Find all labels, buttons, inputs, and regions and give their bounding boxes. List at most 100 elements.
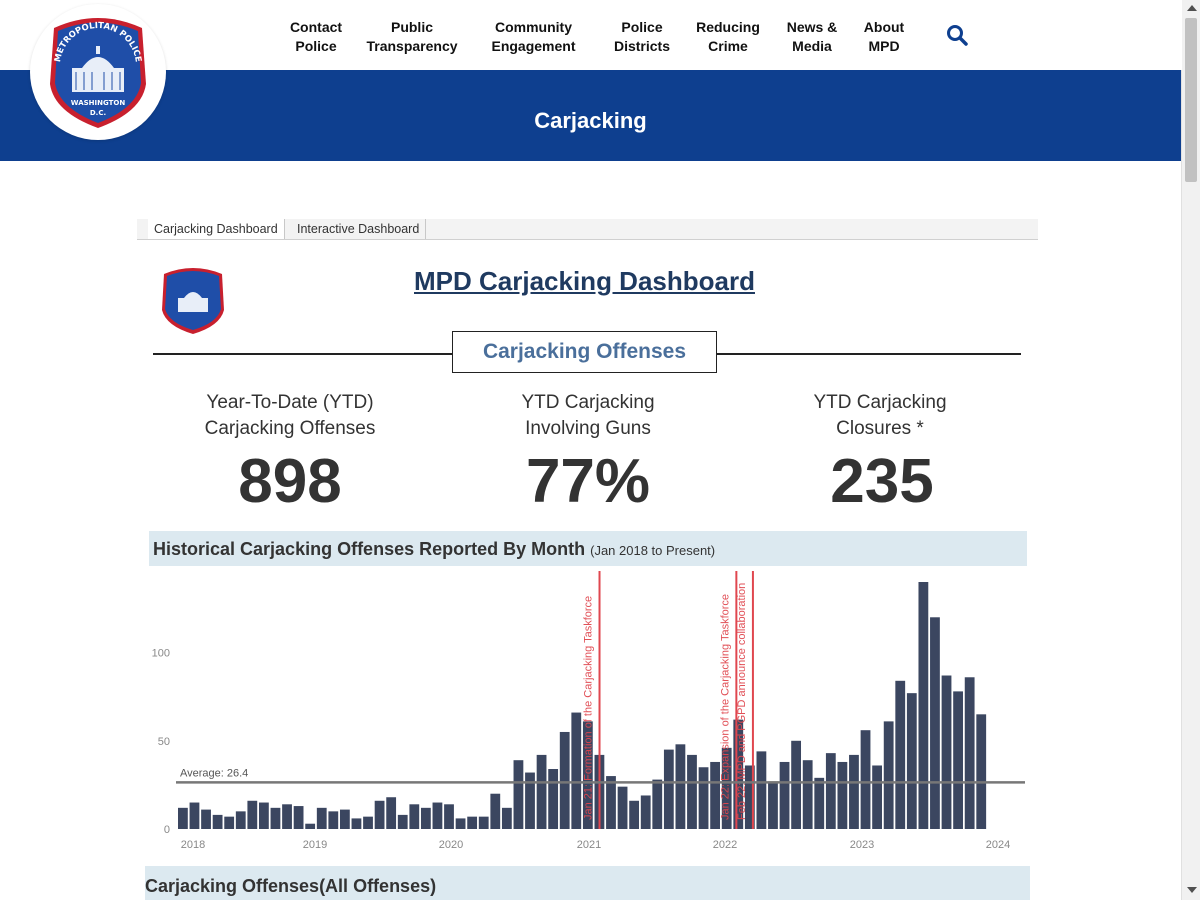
kpi-label-guns: YTD Carjacking Involving Guns xyxy=(521,392,655,439)
bar xyxy=(374,800,385,829)
bar xyxy=(212,814,223,829)
bar xyxy=(721,747,732,829)
bar xyxy=(178,807,188,829)
bar xyxy=(582,721,593,829)
bar xyxy=(339,809,350,829)
bar xyxy=(791,740,802,829)
nav-police-districts[interactable]: Police Districts xyxy=(613,19,671,54)
bar xyxy=(305,823,316,829)
nav-community-engagement[interactable]: Community Engagement xyxy=(491,19,576,54)
nav-news-media[interactable]: News & Media xyxy=(786,19,838,54)
chart-subtitle: (Jan 2018 to Present) xyxy=(590,543,716,558)
nav-about-mpd[interactable]: About MPD xyxy=(863,19,905,54)
search-icon[interactable] xyxy=(946,24,968,46)
bar xyxy=(386,797,397,829)
mpd-small-logo-icon xyxy=(162,268,224,334)
y-tick-label: 100 xyxy=(152,648,170,660)
site-header: Contact Police Public Transparency Commu… xyxy=(0,0,1182,70)
x-tick-label: 2019 xyxy=(303,839,327,851)
bar xyxy=(849,754,859,829)
y-tick-label: 0 xyxy=(164,824,170,836)
kpi-label-closures: YTD Carjacking Closures * xyxy=(813,392,947,439)
kpi-value-ytd-offenses: 898 xyxy=(238,447,342,516)
bar xyxy=(837,761,848,829)
bar xyxy=(282,804,292,829)
nav-public-transparency[interactable]: Public Transparency xyxy=(366,19,458,54)
average-label: Average: 26.4 xyxy=(180,767,248,779)
bar xyxy=(663,749,674,829)
bar xyxy=(906,693,917,829)
mpd-logo[interactable]: METROPOLITAN POLICE WASHINGTON D.C. xyxy=(30,4,166,140)
dashboard-tabs: Carjacking Dashboard Interactive Dashboa… xyxy=(137,219,1038,240)
kpi-label-ytd-offenses: Year-To-Date (YTD) Carjacking Offenses xyxy=(204,392,376,439)
bar xyxy=(629,800,640,829)
bar xyxy=(432,802,443,829)
tab-carjacking-dashboard[interactable]: Carjacking Dashboard xyxy=(148,219,285,239)
bar xyxy=(351,818,362,829)
bar xyxy=(652,779,663,829)
bar xyxy=(698,767,709,829)
bar xyxy=(328,811,339,829)
dashboard-title-link[interactable]: MPD Carjacking Dashboard xyxy=(414,266,755,296)
bar xyxy=(559,731,570,829)
mpd-badge-icon: METROPOLITAN POLICE WASHINGTON D.C. xyxy=(50,18,146,128)
bar xyxy=(316,807,327,829)
bar xyxy=(490,793,501,829)
bar xyxy=(872,765,882,829)
tab-interactive-dashboard[interactable]: Interactive Dashboard xyxy=(291,219,427,239)
bar xyxy=(478,816,489,829)
bar xyxy=(571,712,582,829)
bar xyxy=(467,816,478,829)
bar xyxy=(930,617,940,829)
bar xyxy=(501,807,512,829)
annotation-label: Feb 22: MPD and PGPD announce collaborat… xyxy=(736,583,748,820)
bar xyxy=(976,714,987,829)
bar xyxy=(594,754,605,829)
nav-reducing-crime[interactable]: Reducing Crime xyxy=(696,19,760,54)
scroll-thumb[interactable] xyxy=(1185,18,1197,182)
bar xyxy=(675,744,686,829)
y-tick-label: 50 xyxy=(158,736,170,748)
bar xyxy=(802,760,813,829)
bar xyxy=(548,769,559,829)
chart-header: Historical Carjacking Offenses Reported … xyxy=(149,531,1027,566)
bar xyxy=(409,804,420,829)
logo-text-dc: D.C. xyxy=(90,109,106,117)
bar xyxy=(744,765,755,829)
annotation-label: Jan 22: Expansion of the Carjacking Task… xyxy=(719,594,731,820)
bar xyxy=(525,772,535,829)
bar xyxy=(964,677,975,829)
bar xyxy=(363,816,373,829)
nav-contact-police[interactable]: Contact Police xyxy=(289,19,343,54)
x-tick-label: 2023 xyxy=(850,839,874,851)
section2-header: Carjacking Offenses(All Offenses) xyxy=(145,866,1030,900)
bar xyxy=(224,816,235,829)
kpi-value-closures: 235 xyxy=(830,447,934,516)
bar xyxy=(258,802,269,829)
page-banner xyxy=(0,70,1181,161)
section-title: Carjacking Offenses xyxy=(452,331,717,373)
bar xyxy=(536,754,547,829)
kpi-value-guns: 77% xyxy=(525,447,651,516)
bar xyxy=(860,730,871,829)
bar xyxy=(189,802,200,829)
bar xyxy=(444,804,454,829)
bar xyxy=(606,776,616,829)
bar xyxy=(455,818,466,829)
bar xyxy=(710,761,721,829)
bar xyxy=(397,814,408,829)
bar xyxy=(513,760,524,829)
scroll-down-arrow-icon[interactable] xyxy=(1187,887,1197,893)
bar xyxy=(247,800,258,829)
bar xyxy=(201,809,211,829)
bar xyxy=(293,806,304,829)
x-tick-label: 2020 xyxy=(439,839,463,851)
bar xyxy=(895,680,906,829)
bar xyxy=(640,795,651,829)
logo-text-bottom: WASHINGTON xyxy=(71,99,126,107)
bar xyxy=(235,811,246,829)
x-tick-label: 2021 xyxy=(577,839,601,851)
vertical-scrollbar[interactable] xyxy=(1181,0,1200,900)
bar xyxy=(779,761,790,829)
scroll-up-arrow-icon[interactable] xyxy=(1187,5,1197,11)
